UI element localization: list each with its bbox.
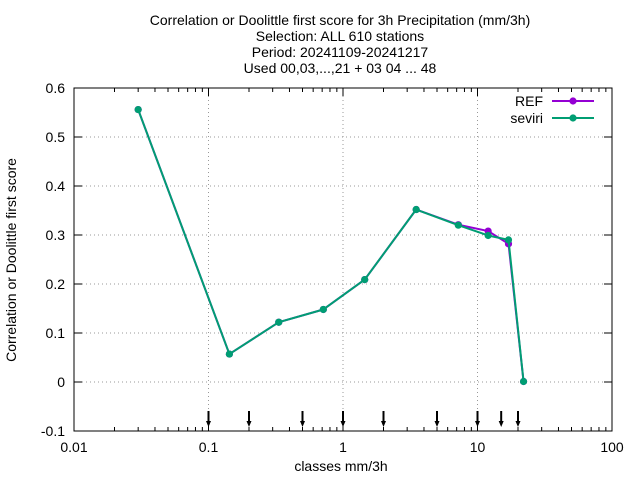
y-axis-label: Correlation or Doolittle first score (3, 158, 19, 362)
y-tick-label: 0.6 (46, 80, 66, 96)
threshold-markers (206, 411, 521, 427)
legend-entry: seviri (510, 110, 594, 126)
data-point (275, 318, 283, 326)
legend-label: REF (515, 93, 543, 109)
title-line-2: Selection: ALL 610 stations (256, 28, 424, 44)
threshold-marker (380, 411, 386, 427)
y-tick-label: 0.4 (46, 178, 66, 194)
data-point (519, 377, 528, 386)
data-point (225, 350, 233, 358)
x-tick-label: 100 (600, 439, 624, 455)
data-point (484, 231, 492, 240)
series-seviri (134, 105, 528, 386)
legend-entry: REF (515, 93, 594, 109)
threshold-marker (475, 411, 480, 427)
legend-label: seviri (510, 110, 543, 126)
series-line (137, 109, 525, 382)
title-line-3: Period: 20241109-20241217 (252, 44, 429, 60)
threshold-marker (340, 411, 346, 427)
legend-marker (569, 114, 577, 122)
legend-marker (569, 97, 577, 105)
grid (74, 88, 612, 431)
threshold-marker (206, 411, 211, 427)
x-tick-label: 0.01 (60, 439, 87, 455)
threshold-marker (246, 411, 252, 427)
data-point (454, 221, 462, 229)
title-line-1: Correlation or Doolittle first score for… (150, 12, 530, 28)
y-tick-label: 0.3 (46, 227, 66, 243)
threshold-marker (498, 411, 504, 427)
x-tick-label: 0.1 (199, 439, 219, 455)
threshold-marker (515, 411, 521, 427)
x-tick-label: 10 (470, 439, 486, 455)
axis-ticks: -0.1 0 0.1 0.2 0.3 0.4 0.5 0.6 0.01 0.1 1 10 100 (41, 80, 624, 455)
data-point (319, 305, 327, 314)
y-tick-label: 0 (57, 374, 65, 390)
plot-area-border (73, 87, 613, 432)
data-point (134, 105, 142, 114)
data-point (504, 236, 513, 244)
data-point (361, 275, 369, 284)
y-tick-label: 0.1 (46, 325, 66, 341)
series-ref (134, 105, 528, 386)
data-point (412, 205, 420, 214)
y-tick-label: 0.5 (46, 129, 66, 145)
chart-title: Correlation or Doolittle first score for… (150, 12, 530, 76)
series (134, 105, 528, 386)
threshold-marker (434, 411, 440, 427)
title-line-4: Used 00,03,...,21 + 03 04 ... 48 (244, 60, 437, 76)
x-tick-label: 1 (339, 439, 347, 455)
x-axis-label: classes mm/3h (294, 458, 387, 474)
y-tick-label: 0.2 (46, 276, 66, 292)
series-line (137, 109, 525, 382)
threshold-marker (300, 411, 306, 427)
y-tick-label: -0.1 (41, 423, 65, 439)
